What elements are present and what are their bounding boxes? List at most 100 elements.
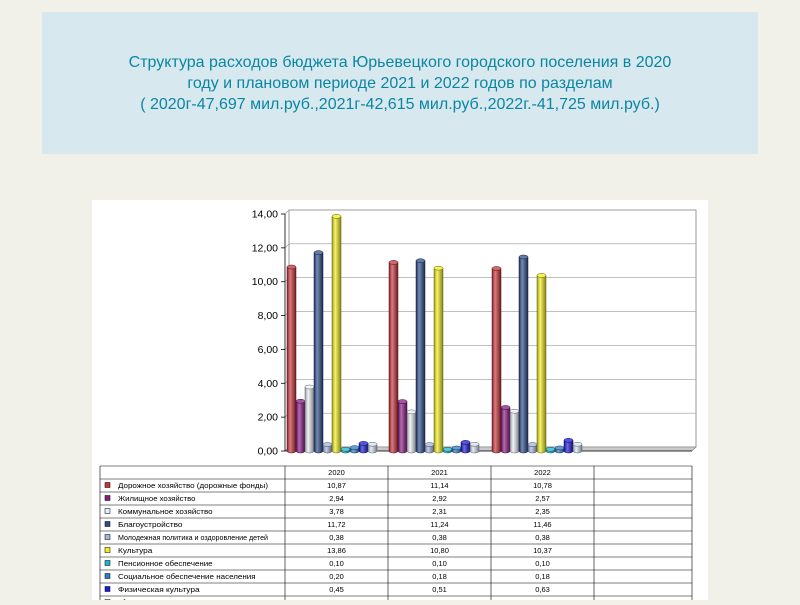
table-value-8-2022: 0,18 [535,572,550,581]
bar-2020-2 [295,400,306,454]
y-tick-label: 2,00 [258,412,279,424]
table-value-2-2021: 2,92 [432,494,447,503]
bar-2021-10 [469,443,480,454]
bar-top-2022-4 [518,254,529,260]
table-header-2020: 2020 [328,468,345,477]
bar-chart: 0,00 2,00 4,00 6,00 8,00 10,00 12,00 14,00 2020 2… [99,209,697,605]
table-header-2021: 2021 [431,468,448,477]
bar-top-2021-7 [442,447,453,452]
chart-panel: 0,00 2,00 4,00 6,00 8,00 10,00 12,00 14,00 2020 2… [92,200,708,605]
title-line-1: Структура расходов бюджета Юрьевецкого г… [128,53,672,71]
bar-2020-6 [331,216,342,454]
bar-2020-3 [304,386,315,454]
title-line-3: ( 2020г-47,697 мил.руб.,2021г-42,615 мил… [140,95,660,113]
bar-top-2020-5 [322,442,333,447]
bar-top-2021-9 [460,440,471,445]
bar-top-2022-8 [554,445,565,451]
table-value-4-2020: 11,72 [327,520,345,529]
bar-top-2022-5 [527,442,538,447]
table-value-8-2020: 0,20 [329,572,344,581]
bar-2021-1 [388,262,399,454]
legend-swatch-8 [104,573,111,579]
y-tick-label: 6,00 [258,344,279,356]
bar-2020-4 [313,252,324,454]
legend-swatch-7 [104,560,111,566]
bar-top-2021-5 [424,442,435,447]
legend-swatch-1 [104,482,111,488]
bar-2021-4 [415,260,426,454]
table-value-7-2021: 0,10 [432,559,447,568]
bar-2021-2 [397,401,408,454]
table-value-4-2021: 11,24 [430,520,448,529]
y-tick-label: 14,00 [252,209,278,221]
y-tick-label: 12,00 [252,242,278,254]
table-value-2-2022: 2,57 [535,494,550,503]
title-box: Структура расходов бюджета Юрьевецкого г… [42,12,758,154]
y-tick-label: 0,00 [258,446,279,458]
bar-top-2022-7 [545,447,556,452]
table-value-3-2022: 2,35 [535,507,550,516]
bar-2020-1 [286,266,297,454]
bar-top-2022-3 [509,408,520,414]
table-header-2022: 2022 [534,468,551,477]
legend-label-8: Социальное обеспечение населения [118,572,256,581]
bar-2022-1 [491,268,502,454]
y-tick-label: 8,00 [258,310,279,322]
table-value-6-2022: 10,37 [533,546,552,555]
bar-top-2020-1 [286,264,297,270]
bar-top-2020-4 [313,250,324,255]
bar-top-2020-3 [304,384,315,390]
bar-top-2021-1 [388,260,399,265]
legend-label-7: Пенсионное обеспечение [118,559,213,568]
bar-top-2022-2 [500,405,511,410]
bar-top-2021-10 [469,441,480,447]
bar-2020-10 [367,443,378,454]
legend-label-2: Жилищное хозяйство [118,494,195,503]
bar-top-2022-1 [491,266,502,271]
bar-top-2020-8 [349,445,360,450]
bar-top-2021-6 [433,265,444,271]
y-tick-label: 4,00 [258,378,279,390]
table-value-1-2020: 10,87 [327,481,346,490]
legend-swatch-2 [104,495,111,501]
table-value-6-2020: 13,86 [327,546,346,555]
bar-2021-3 [406,411,417,454]
table-value-5-2022: 0,38 [535,533,550,542]
bar-2022-2 [500,407,511,454]
bar-2022-3 [509,410,520,454]
legend-swatch-5 [104,534,111,540]
bar-top-2020-6 [331,214,342,219]
table-value-2-2020: 2,94 [329,494,344,503]
y-tick-label: 10,00 [252,276,278,288]
table-value-5-2020: 0,38 [329,533,344,542]
bar-top-2021-8 [451,445,462,451]
table-value-9-2020: 0,45 [329,585,344,594]
legend-label-6: Культура [118,546,152,555]
table-value-3-2021: 2,31 [432,507,447,516]
bar-top-2020-9 [358,441,369,446]
gridline-diag [284,209,290,215]
bar-top-2020-2 [295,398,306,404]
bar-top-2020-7 [340,447,351,452]
legend-label-3: Коммунальное хозяйство [118,507,213,516]
bar-2022-10 [572,443,583,454]
table-value-7-2020: 0,10 [329,559,344,568]
bar-2022-4 [518,256,529,454]
bar-2021-6 [433,267,444,454]
legend-label-5: Молодежная политика и оздоровление детей [118,533,268,542]
table-value-1-2022: 10,78 [533,481,552,490]
gridline-diag [284,243,290,249]
legend-swatch-4 [104,521,111,527]
bar-top-2022-10 [572,441,583,447]
bar-top-2022-6 [536,273,547,278]
legend-label-4: Благоустройство [118,520,183,529]
bar-top-2021-4 [415,258,426,263]
legend-label-9: Физическая культура [118,585,200,594]
legend-swatch-3 [104,508,111,514]
table-value-3-2020: 3,78 [329,507,344,516]
legend-label-1: Дорожное хозяйство (дорожные фонды) [118,481,268,490]
table-value-4-2022: 11,46 [533,520,551,529]
bar-top-2020-10 [367,441,378,447]
bar-top-2021-2 [397,399,408,404]
table-value-9-2021: 0,51 [432,585,447,594]
